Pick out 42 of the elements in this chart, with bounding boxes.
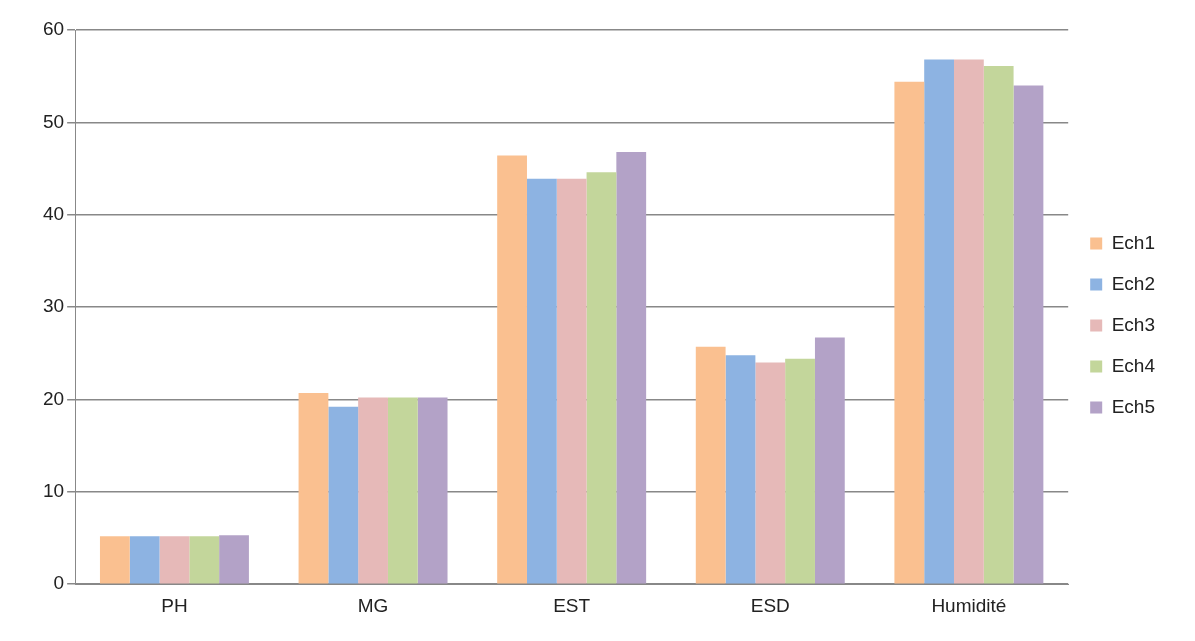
bar <box>1013 85 1044 584</box>
y-tick-label: 40 <box>42 202 65 224</box>
x-tick-label: MG <box>357 594 389 616</box>
x-tick-label: ESD <box>750 594 790 616</box>
bar <box>953 59 984 584</box>
legend-label: Ech2 <box>1111 272 1156 294</box>
bar <box>616 151 647 584</box>
bar <box>358 397 388 584</box>
bar <box>219 535 249 584</box>
bar <box>785 358 815 584</box>
legend-label: Ech5 <box>1111 395 1156 417</box>
legend-label: Ech1 <box>1111 231 1156 253</box>
bar <box>387 397 418 584</box>
bar <box>417 397 448 584</box>
bar <box>328 406 359 584</box>
bar <box>497 155 527 584</box>
bar <box>556 178 587 584</box>
bar <box>924 59 954 584</box>
y-tick-label: 30 <box>42 295 65 317</box>
x-tick-label: EST <box>553 594 591 616</box>
bar <box>725 355 756 584</box>
legend-label: Ech4 <box>1111 354 1156 376</box>
y-tick-label: 60 <box>42 18 65 40</box>
y-tick-label: 50 <box>42 110 65 132</box>
bar <box>814 337 845 584</box>
bar <box>189 536 220 584</box>
bar <box>894 81 925 584</box>
y-tick-label: 0 <box>53 572 65 594</box>
bar <box>695 346 726 584</box>
y-tick-label: 10 <box>42 480 65 502</box>
bar <box>755 362 786 584</box>
legend-label: Ech3 <box>1111 313 1156 335</box>
x-tick-label: Humidité <box>931 594 1007 616</box>
bar <box>298 393 329 584</box>
x-tick-label: PH <box>161 594 188 616</box>
bar <box>129 536 160 584</box>
bar <box>526 178 557 584</box>
bar <box>983 66 1014 584</box>
bar <box>586 172 617 584</box>
y-tick-label: 20 <box>42 387 65 409</box>
bar <box>159 536 190 584</box>
bar <box>99 536 130 584</box>
